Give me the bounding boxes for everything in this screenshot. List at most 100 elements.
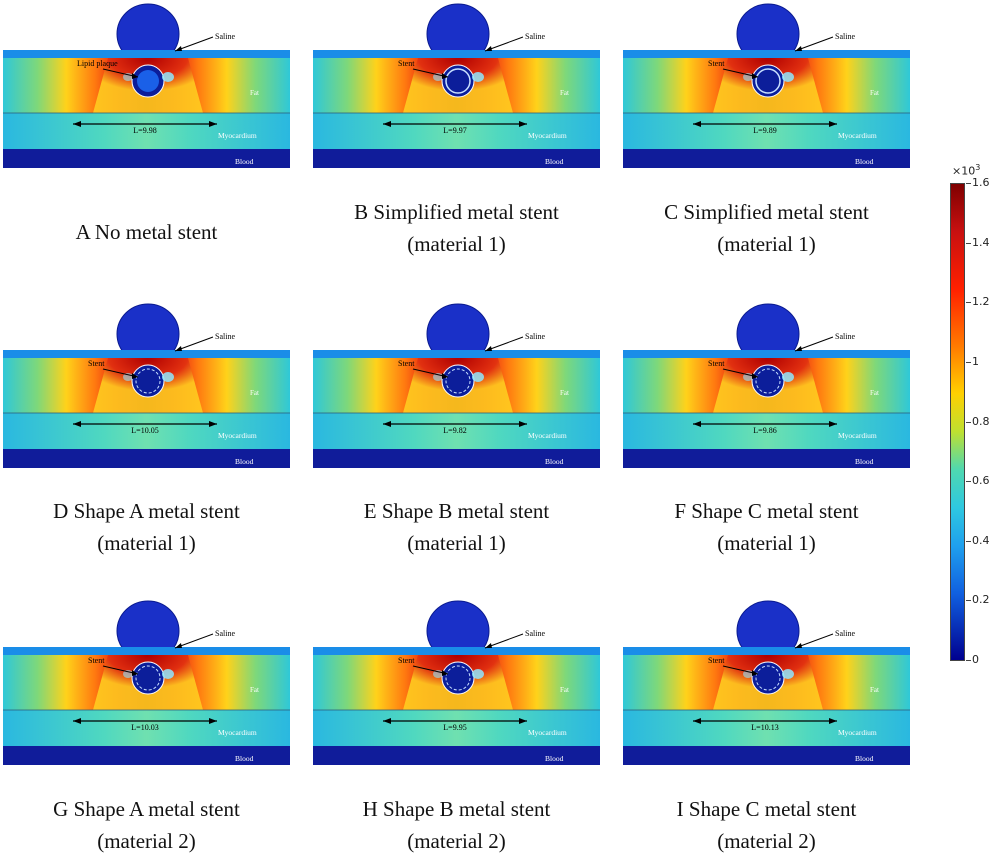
vessel — [441, 364, 475, 398]
panel-a: Saline Lipid plaque Fat L=9.98 Myocardium Blo… — [3, 3, 290, 168]
colorbar-tick-label: 1.4 — [972, 235, 990, 249]
blood-layer — [313, 149, 600, 168]
myocardium-layer — [623, 113, 910, 149]
blood-layer — [313, 746, 600, 765]
colorbar-tick-label: 0 — [972, 653, 979, 666]
length-label: L=9.95 — [443, 723, 466, 732]
stent-label: Stent — [708, 59, 725, 68]
panel-f-caption: F Shape C metal stent (material 1) — [612, 495, 922, 559]
stent-ring — [445, 665, 471, 691]
length-label: L=9.89 — [753, 126, 776, 135]
colorbar-tick-mark — [966, 481, 971, 483]
stent-ring — [445, 68, 471, 94]
myocardium-layer — [623, 413, 910, 449]
panel-a-caption: A No metal stent — [0, 216, 302, 248]
vessel — [751, 661, 785, 695]
vessel — [751, 364, 785, 398]
colorbar-tick-mark — [966, 302, 971, 304]
fat-label: Fat — [870, 389, 879, 397]
caption-title: F Shape C metal stent — [674, 499, 859, 523]
blood-label: Blood — [855, 457, 874, 466]
length-label: L=9.97 — [443, 126, 466, 135]
fat-label: Fat — [250, 89, 259, 97]
saline-label: Saline — [525, 629, 545, 638]
blood-layer — [3, 449, 290, 468]
colorbar-tick-label: 1.6 — [972, 176, 990, 189]
blood-layer — [623, 449, 910, 468]
colorbar-tick-label: 0.4 — [972, 533, 990, 547]
blood-label: Blood — [545, 457, 564, 466]
lipid-plaque — [137, 70, 159, 92]
fat-label: Fat — [560, 89, 569, 97]
panel-b: Saline Stent Fat L=9.97 Myocardium Blood — [313, 3, 600, 168]
colorbar-tick-mark — [966, 183, 971, 184]
blood-layer — [623, 746, 910, 765]
caption-title: H Shape B metal stent — [362, 797, 551, 821]
stent-label: Stent — [398, 59, 415, 68]
caption-material: (material 1) — [407, 531, 506, 555]
surface-layer — [313, 350, 600, 358]
blood-label: Blood — [545, 754, 564, 763]
myocardium-label: Myocardium — [218, 728, 257, 737]
surface-layer — [3, 647, 290, 655]
panel-d-caption: D Shape A metal stent (material 1) — [0, 495, 302, 559]
myocardium-layer — [313, 710, 600, 746]
myocardium-layer — [3, 413, 290, 449]
blood-label: Blood — [855, 157, 874, 166]
fat-label: Fat — [560, 389, 569, 397]
colorbar-tick-mark — [966, 600, 971, 602]
myocardium-layer — [3, 710, 290, 746]
saline-label: Saline — [525, 32, 545, 41]
saline-label: Saline — [215, 629, 235, 638]
myocardium-layer — [313, 413, 600, 449]
colorbar-tick-label: 0.2 — [972, 593, 990, 607]
caption-material: (material 1) — [717, 531, 816, 555]
caption-title: G Shape A metal stent — [53, 797, 240, 821]
surface-layer — [623, 50, 910, 58]
colorbar-tick-mark — [966, 660, 971, 661]
panel-e: Saline Stent Fat L=9.82 Myocardium Blood — [313, 303, 600, 468]
fat-label: Fat — [250, 389, 259, 397]
saline-label: Saline — [215, 32, 235, 41]
blood-label: Blood — [235, 457, 254, 466]
fat-label: Fat — [250, 686, 259, 694]
surface-layer — [313, 50, 600, 58]
caption-title: D Shape A metal stent — [53, 499, 240, 523]
fat-label: Fat — [560, 686, 569, 694]
stent-label: Stent — [88, 656, 105, 665]
blood-label: Blood — [235, 754, 254, 763]
colorbar-tick-label: 0.6 — [972, 474, 990, 488]
caption-title: E Shape B metal stent — [363, 499, 550, 523]
myocardium-label: Myocardium — [838, 131, 877, 140]
vessel — [131, 661, 165, 695]
vessel — [441, 64, 475, 98]
length-label: L=9.86 — [753, 426, 776, 435]
panel-g: Saline Stent Fat L=10.03 Myocardium Blood — [3, 600, 290, 765]
length-label: L=9.82 — [443, 426, 466, 435]
myocardium-label: Myocardium — [528, 131, 567, 140]
colorbar-tick-label: 0.8 — [972, 414, 990, 428]
saline-label: Saline — [215, 332, 235, 341]
caption-material: (material 1) — [97, 531, 196, 555]
length-label: L=10.13 — [751, 723, 778, 732]
myocardium-layer — [313, 113, 600, 149]
panel-h-caption: H Shape B metal stent (material 2) — [302, 793, 612, 857]
myocardium-label: Myocardium — [528, 728, 567, 737]
panel-c-caption: C Simplified metal stent (material 1) — [612, 196, 922, 260]
panel-h: Saline Stent Fat L=9.95 Myocardium Blood — [313, 600, 600, 765]
length-label: L=10.03 — [131, 723, 158, 732]
stent-label: Stent — [398, 359, 415, 368]
stent-label: Stent — [398, 656, 415, 665]
myocardium-layer — [623, 710, 910, 746]
fat-label: Fat — [870, 686, 879, 694]
surface-layer — [3, 50, 290, 58]
myocardium-label: Myocardium — [218, 131, 257, 140]
saline-label: Saline — [835, 332, 855, 341]
colorbar-tick-mark — [966, 361, 971, 363]
caption-material: (material 2) — [97, 829, 196, 853]
myocardium-label: Myocardium — [838, 728, 877, 737]
vessel — [131, 364, 165, 398]
blood-label: Blood — [235, 157, 254, 166]
stent-label: Stent — [88, 359, 105, 368]
